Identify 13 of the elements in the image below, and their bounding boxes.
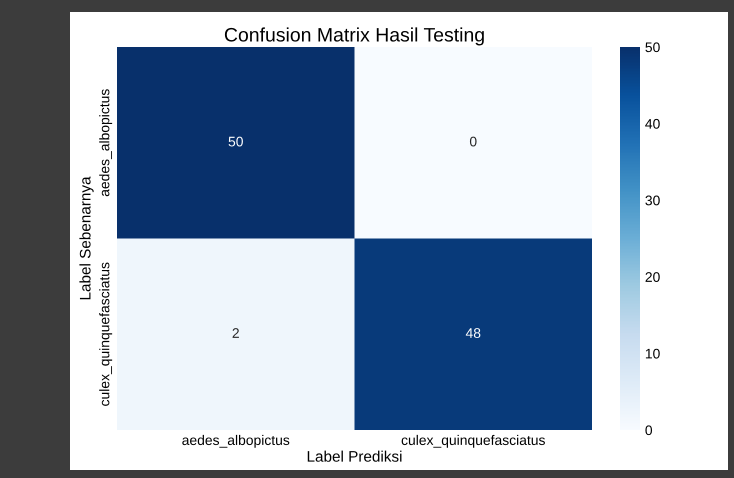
- y-axis-title: Label Sebenarnya: [79, 176, 94, 300]
- color-bar-label: 0: [645, 425, 652, 436]
- color-bar-label: 10: [646, 348, 660, 359]
- data-label: 50: [228, 136, 243, 146]
- data-label: 2: [232, 328, 239, 338]
- chart-title: Confusion Matrix Hasil Testing: [224, 27, 484, 46]
- color-bar-label: 30: [645, 196, 660, 206]
- color-bar-label: 50: [645, 42, 660, 52]
- color-bar-label: 40: [645, 118, 660, 129]
- data-label: 48: [466, 328, 480, 338]
- color-bar-label: 20: [646, 272, 660, 282]
- x-axis-title: Label Prediksi: [308, 450, 402, 462]
- data-label: 0: [470, 136, 477, 146]
